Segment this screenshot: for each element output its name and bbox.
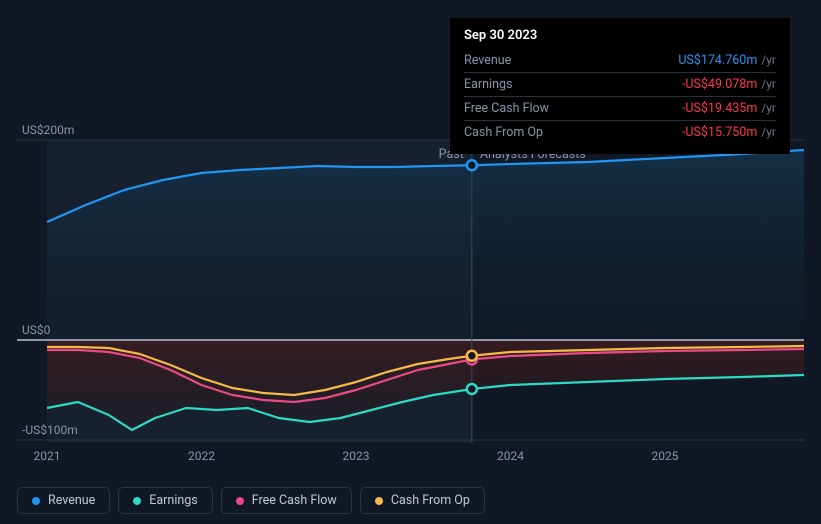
tooltip-rows: Revenue US$174.760m/yr Earnings -US$49.078m… <box>464 49 776 144</box>
legend-dot <box>236 497 244 505</box>
legend-label: Cash From Op <box>391 493 470 508</box>
tooltip-row: Revenue US$174.760m/yr <box>464 49 776 72</box>
legend-dot <box>133 497 141 505</box>
legend: Revenue Earnings Free Cash Flow Cash From O… <box>17 487 485 514</box>
legend-label: Earnings <box>149 493 197 508</box>
tooltip-label: Revenue <box>464 53 511 68</box>
legend-item[interactable]: Free Cash Flow <box>221 487 352 514</box>
svg-text:2023: 2023 <box>342 449 369 463</box>
tooltip-row: Free Cash Flow -US$19.435m/yr <box>464 96 776 120</box>
tooltip-value: -US$49.078m/yr <box>682 77 776 92</box>
tooltip-row: Earnings -US$49.078m/yr <box>464 72 776 96</box>
tooltip-value: -US$15.750m/yr <box>682 125 776 140</box>
svg-text:2025: 2025 <box>651 449 678 463</box>
svg-text:2024: 2024 <box>497 449 524 463</box>
svg-text:2022: 2022 <box>188 449 215 463</box>
legend-item[interactable]: Cash From Op <box>360 487 485 514</box>
tooltip-label: Cash From Op <box>464 125 543 140</box>
tooltip-date: Sep 30 2023 <box>464 28 776 43</box>
tooltip-value: US$174.760m/yr <box>678 53 776 68</box>
legend-item[interactable]: Revenue <box>17 487 110 514</box>
legend-dot <box>375 497 383 505</box>
legend-label: Free Cash Flow <box>252 493 337 508</box>
svg-text:US$0: US$0 <box>22 323 51 337</box>
tooltip-value: -US$19.435m/yr <box>682 101 776 116</box>
chart-tooltip: Sep 30 2023 Revenue US$174.760m/yr Earning… <box>450 18 790 154</box>
svg-text:2021: 2021 <box>34 449 61 463</box>
legend-label: Revenue <box>48 493 95 508</box>
legend-dot <box>32 497 40 505</box>
tooltip-label: Earnings <box>464 77 512 92</box>
svg-text:US$200m: US$200m <box>22 123 74 137</box>
svg-text:-US$100m: -US$100m <box>22 423 78 437</box>
tooltip-label: Free Cash Flow <box>464 101 549 116</box>
tooltip-row: Cash From Op -US$15.750m/yr <box>464 120 776 144</box>
legend-item[interactable]: Earnings <box>118 487 212 514</box>
